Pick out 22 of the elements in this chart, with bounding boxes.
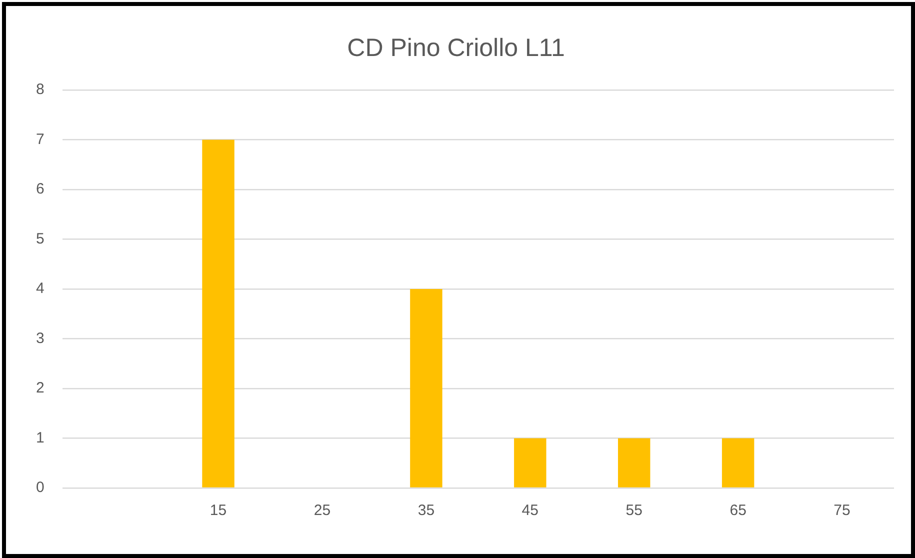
y-tick-label: 4 (36, 280, 44, 298)
y-tick-label: 7 (36, 130, 44, 148)
bar (410, 289, 442, 488)
y-tick-label: 8 (36, 81, 44, 98)
bar (618, 438, 650, 488)
y-tick-label: 2 (36, 380, 44, 397)
chart-title: CD Pino Criollo L11 (347, 34, 565, 62)
bar (514, 438, 546, 488)
y-tick-label: 1 (36, 429, 44, 446)
y-tick-label: 3 (36, 330, 44, 347)
x-tick-label: 65 (730, 502, 746, 520)
x-tick-label: 35 (418, 502, 435, 520)
bar (202, 140, 234, 488)
bar (722, 438, 754, 488)
y-tick-label: 6 (36, 180, 44, 198)
x-tick-label: 55 (626, 502, 642, 520)
x-tick-label: 45 (522, 502, 538, 520)
x-tick-label: 75 (834, 502, 850, 520)
x-tick-label: 25 (314, 502, 331, 520)
y-tick-label: 0 (36, 479, 44, 496)
x-tick-label: 15 (210, 502, 227, 520)
y-tick-label: 5 (36, 230, 44, 248)
